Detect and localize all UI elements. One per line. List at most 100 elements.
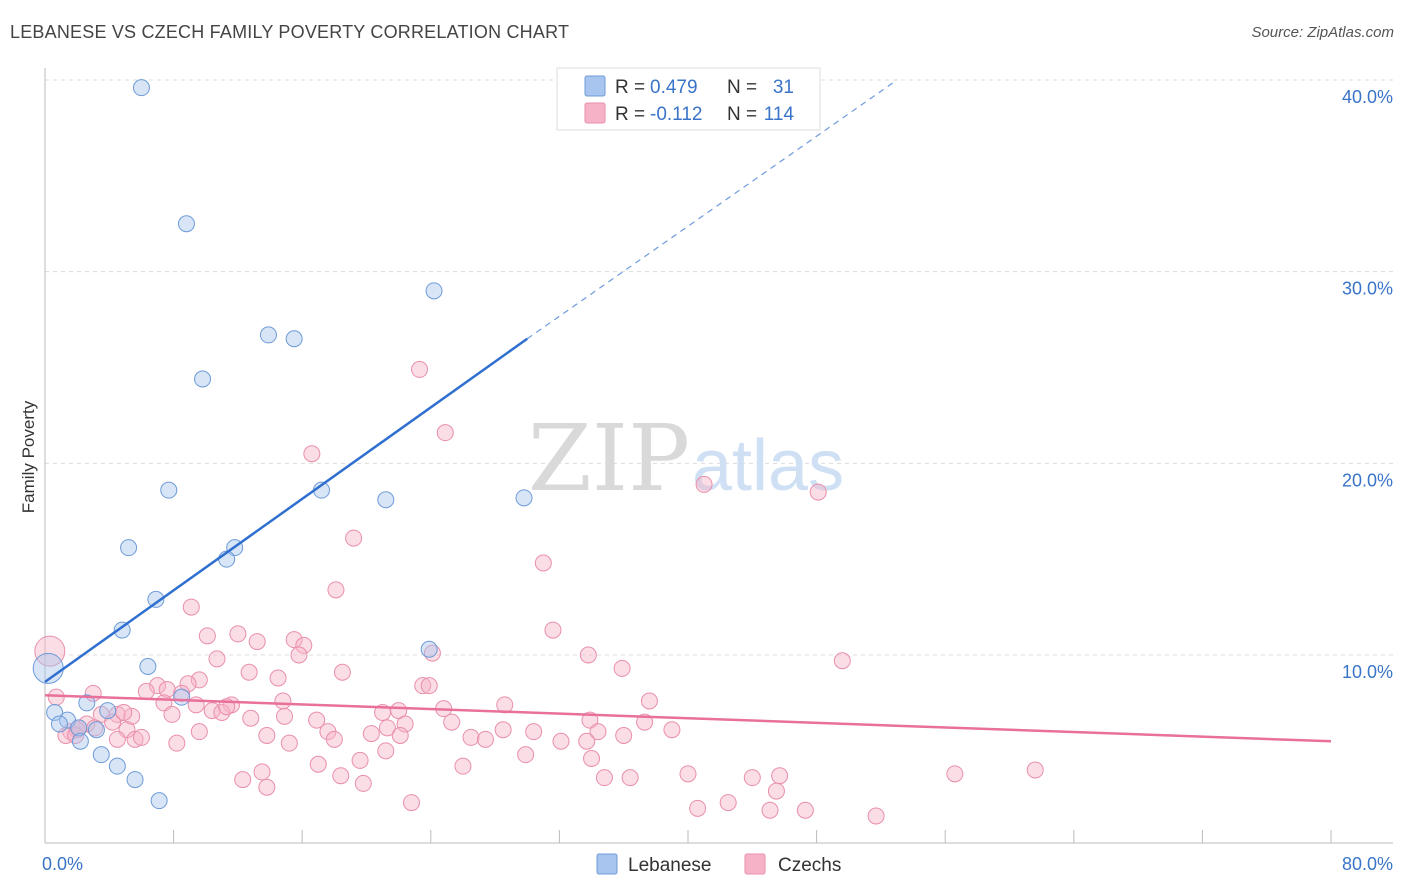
data-point-czechs <box>190 723 208 741</box>
data-point-czechs <box>123 707 141 725</box>
data-point-lebanese <box>126 771 144 789</box>
watermark-zip: ZIP <box>528 405 690 512</box>
data-point-czechs <box>579 646 597 664</box>
data-point-czechs <box>436 424 454 442</box>
data-point-czechs <box>327 581 345 599</box>
data-point-czechs <box>581 711 599 729</box>
legend-label-lebanese: Lebanese <box>628 855 711 876</box>
data-point-lebanese <box>108 757 126 775</box>
data-point-czechs <box>78 715 96 733</box>
stats-n-value-lebanese: 31 <box>773 77 794 98</box>
trend-lines <box>44 79 1332 743</box>
data-point-lebanese <box>120 539 138 557</box>
data-point-czechs <box>325 730 343 748</box>
chart-source: Source: ZipAtlas.com <box>1251 24 1394 41</box>
data-point-lebanese <box>71 732 89 750</box>
data-point-czechs <box>414 677 432 695</box>
data-point-lebanese <box>147 590 165 608</box>
data-point-czechs <box>208 650 226 668</box>
data-point-czechs <box>663 721 681 739</box>
data-point-czechs <box>494 721 512 739</box>
data-point-czechs <box>290 646 308 664</box>
data-point-czechs <box>411 360 429 378</box>
data-point-lebanese <box>160 481 178 499</box>
data-point-lebanese <box>139 658 157 675</box>
data-point-czechs <box>534 554 552 572</box>
data-point-czechs <box>621 769 639 787</box>
data-point-czechs <box>295 636 313 654</box>
y-tick-label: 40.0% <box>1342 87 1393 107</box>
data-point-czechs <box>190 671 208 689</box>
data-point-czechs <box>258 727 276 744</box>
data-point-czechs <box>168 734 186 752</box>
data-point-lebanese <box>87 721 105 739</box>
data-point-czechs <box>443 713 461 731</box>
stats-r-label-lebanese: R = <box>615 77 645 98</box>
data-point-czechs <box>615 727 633 744</box>
data-point-czechs <box>1026 761 1044 779</box>
data-point-czechs <box>115 704 133 721</box>
data-point-czechs <box>354 774 372 792</box>
data-point-czechs <box>613 659 631 677</box>
data-point-czechs <box>695 475 713 493</box>
data-point-lebanese <box>132 79 150 97</box>
data-point-czechs <box>583 750 601 767</box>
trend-line-czechs <box>44 694 1332 743</box>
data-point-czechs <box>280 734 298 752</box>
x-tick-label: 80.0% <box>1342 854 1393 874</box>
axes <box>44 68 1393 844</box>
data-point-czechs <box>640 692 658 710</box>
data-point-czechs <box>719 794 737 812</box>
data-point-czechs <box>595 769 613 787</box>
data-point-czechs <box>240 663 258 681</box>
data-point-czechs <box>743 769 761 787</box>
data-point-czechs <box>234 771 252 789</box>
data-point-czechs <box>345 529 363 547</box>
stats-n-label-czechs: N = <box>727 104 757 125</box>
data-point-czechs <box>303 445 321 463</box>
data-point-czechs <box>420 677 438 695</box>
data-point-czechs <box>867 807 885 825</box>
data-point-lebanese <box>259 326 277 344</box>
data-point-czechs <box>403 794 421 812</box>
stats-r-value-lebanese: 0.479 <box>650 77 698 98</box>
stats-legend-box: R = 0.479 N = 31 R = -0.112 N = 114 <box>556 67 821 131</box>
data-point-lebanese <box>150 792 168 810</box>
y-tick-label: 30.0% <box>1342 279 1393 299</box>
series-lebanese <box>32 79 533 810</box>
data-point-lebanese <box>173 688 191 706</box>
trend-extension-lebanese <box>526 79 898 340</box>
data-point-lebanese <box>285 330 303 348</box>
data-point-lebanese <box>377 491 395 509</box>
data-point-lebanese <box>194 370 212 388</box>
data-point-czechs <box>351 751 369 769</box>
data-point-czechs <box>333 663 351 681</box>
grid-lines <box>45 79 1393 656</box>
stats-n-value-czechs: 114 <box>764 104 795 125</box>
data-point-czechs <box>796 801 814 819</box>
data-point-czechs <box>108 730 126 748</box>
data-point-czechs <box>767 782 785 800</box>
data-point-czechs <box>182 598 200 616</box>
data-point-czechs <box>258 778 276 796</box>
data-point-czechs <box>198 627 216 645</box>
data-point-czechs <box>285 631 303 649</box>
stats-r-value-czechs: -0.112 <box>650 104 702 125</box>
legend-label-czechs: Czechs <box>778 855 841 876</box>
data-point-czechs <box>309 755 327 773</box>
data-point-czechs <box>552 732 570 750</box>
data-point-lebanese <box>113 621 131 639</box>
y-tick-label: 20.0% <box>1342 470 1393 490</box>
watermark-atlas: atlas <box>692 426 844 506</box>
data-point-czechs <box>253 763 271 781</box>
data-point-lebanese <box>78 694 96 712</box>
data-point-czechs <box>679 765 697 783</box>
data-point-lebanese <box>70 719 88 737</box>
data-point-czechs <box>454 757 472 775</box>
data-point-lebanese <box>92 746 110 764</box>
y-tick-label: 10.0% <box>1342 662 1393 682</box>
chart-title: LEBANESE VS CZECH FAMILY POVERTY CORRELA… <box>10 22 570 42</box>
data-point-lebanese <box>50 715 68 733</box>
data-point-czechs <box>163 705 181 723</box>
